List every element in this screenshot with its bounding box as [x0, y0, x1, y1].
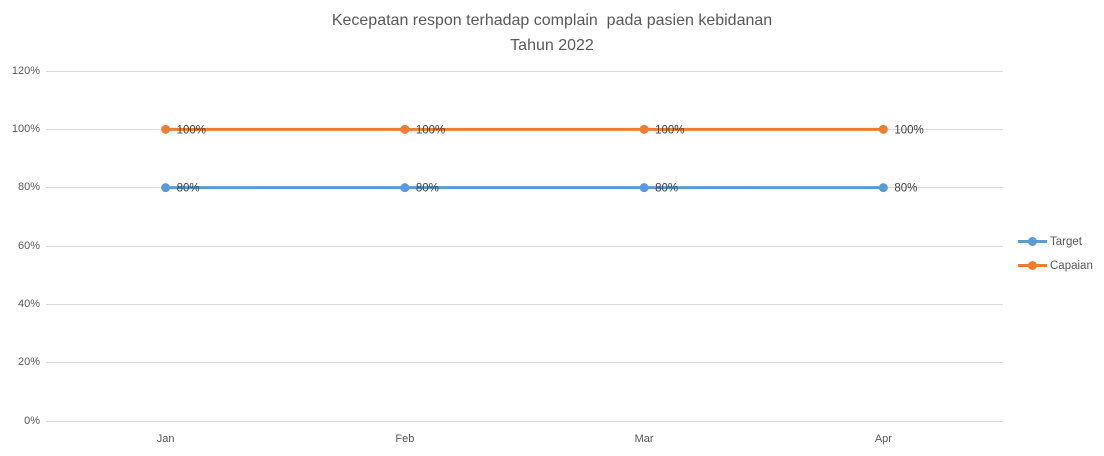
data-point-label-target: 80% [177, 183, 200, 195]
legend: Target Capaian [1018, 233, 1093, 281]
series-layer: 80% 80% 80% 80% 100% 100% 100% 100% [161, 124, 924, 195]
legend-item-target: Target [1018, 233, 1093, 250]
data-point-marker-capaian [878, 124, 888, 134]
data-point-marker-target [161, 183, 171, 193]
data-point-label-target: 80% [655, 183, 678, 195]
y-axis-tick-label: 0% [24, 414, 40, 427]
gridline [46, 245, 1003, 247]
data-point-label-target: 80% [416, 183, 439, 195]
y-axis-tick-label: 60% [17, 239, 40, 252]
legend-label: Capaian [1050, 259, 1093, 272]
data-point-label-capaian: 100% [416, 124, 445, 136]
legend-item-capaian: Capaian [1018, 257, 1093, 274]
data-point-label-capaian: 100% [655, 124, 684, 136]
data-point-label-capaian: 100% [894, 124, 923, 136]
gridline [46, 362, 1003, 364]
data-point-marker-capaian [161, 124, 171, 134]
chart-subtitle: Tahun 2022 [510, 37, 594, 54]
x-axis-tick-label: Apr [874, 433, 892, 445]
gridline [46, 420, 1003, 422]
data-point-marker-target [878, 183, 888, 193]
x-axis-tick-label: Jan [156, 433, 175, 445]
y-axis-tick-label: 120% [11, 64, 40, 77]
y-axis-tick-label: 20% [17, 356, 40, 369]
y-axis-tick-label: 100% [11, 122, 40, 135]
y-axis-tick-label: 80% [17, 181, 40, 194]
plot-area: 80% 80% 80% 80% 100% 100% 100% 100% [46, 70, 1003, 422]
legend-line-marker-icon [1018, 261, 1047, 270]
x-axis-tick-label: Mar [634, 433, 654, 445]
chart-title: Kecepatan respon terhadap complain pada … [331, 12, 773, 29]
gridline [46, 70, 1003, 72]
data-point-marker-target [639, 183, 649, 193]
data-point-label-capaian: 100% [177, 124, 206, 136]
legend-label: Target [1050, 235, 1082, 248]
data-point-marker-capaian [639, 124, 649, 134]
legend-line-marker-icon [1018, 237, 1047, 246]
data-point-marker-target [400, 183, 410, 193]
data-point-label-target: 80% [894, 183, 917, 195]
x-axis-tick-label: Feb [395, 433, 415, 445]
gridline [46, 303, 1003, 305]
chart-title-block: Kecepatan respon terhadap complain pada … [0, 8, 1104, 58]
y-axis-tick-label: 40% [17, 297, 40, 310]
data-point-marker-capaian [400, 124, 410, 134]
